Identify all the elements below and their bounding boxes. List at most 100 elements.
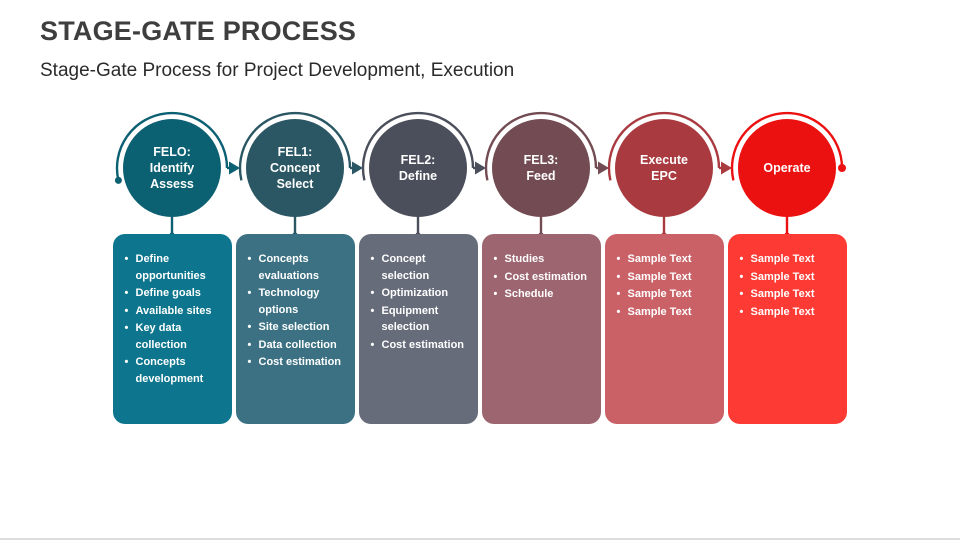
bullet-text: Sample Text xyxy=(627,288,692,300)
bullet-icon: • xyxy=(247,253,252,265)
arrow-right-icon xyxy=(229,161,240,175)
bullet-text: Sample Text xyxy=(627,253,692,265)
stage-2-box: • Concepts evaluations • Technology options… xyxy=(235,234,355,424)
bullet-icon: • xyxy=(247,356,252,368)
bullet-icon: • xyxy=(247,338,252,351)
bullet-list: • Sample Text • Sample Text • Sample Text • Sam… xyxy=(605,234,724,320)
bullet-text: Sample Text xyxy=(627,270,692,283)
bullet-icon: • xyxy=(124,304,129,317)
bullet-icon: • xyxy=(739,270,744,283)
bullet-item: • Technology options xyxy=(248,285,347,318)
slide-subtitle: Stage-Gate Process for Project Developme… xyxy=(40,60,515,81)
bullet-item: • Sample Text xyxy=(740,304,839,321)
bullet-icon: • xyxy=(370,287,375,299)
bullet-list: • Sample Text • Sample Text • Sample Text • Sam… xyxy=(728,234,847,320)
bullet-text: Concept selection xyxy=(381,253,430,282)
stage-circle xyxy=(492,119,590,217)
bullet-text: Equipment selection xyxy=(381,304,439,334)
bullet-item: • Concepts development xyxy=(125,354,224,387)
bullet-text: Schedule xyxy=(504,288,554,300)
bullet-icon: • xyxy=(739,253,744,265)
bullet-text: Cost estimation xyxy=(258,356,342,368)
bullet-list: • Studies • Cost estimation • Schedule xyxy=(482,234,601,303)
bullet-list: • Define opportunities • Define goals • Avail… xyxy=(113,234,232,387)
arrow-right-icon xyxy=(721,161,732,175)
stage-circle xyxy=(738,119,836,217)
arrow-right-icon xyxy=(598,161,609,175)
stage-3-box: • Concept selection • Optimization • Equipmen… xyxy=(358,234,478,424)
bullet-item: • Optimization xyxy=(371,285,470,302)
slide-bottom-edge xyxy=(0,538,960,540)
bullet-item: • Sample Text xyxy=(617,286,716,303)
bullet-item: • Schedule xyxy=(494,286,593,303)
bullet-icon: • xyxy=(370,338,375,351)
bullet-item: • Concept selection xyxy=(371,251,470,284)
bullet-text: Studies xyxy=(504,253,545,265)
bullet-text: Concepts evaluations xyxy=(258,253,320,282)
stage-arc xyxy=(730,111,844,181)
stage-arc xyxy=(115,111,229,181)
bullet-icon: • xyxy=(493,253,498,265)
bullet-item: • Concepts evaluations xyxy=(248,251,347,284)
bullet-text: Available sites xyxy=(135,304,212,317)
bullet-icon: • xyxy=(124,287,129,299)
stage-1-box: • Define opportunities • Define goals • Avail… xyxy=(112,234,232,424)
bullet-text: Sample Text xyxy=(750,270,815,283)
bullet-text: Technology options xyxy=(258,287,320,316)
bullet-text: Sample Text xyxy=(627,305,692,318)
arc-end-dot-icon xyxy=(838,164,846,172)
bullet-item: • Cost estimation xyxy=(248,354,347,371)
stage-arc xyxy=(361,111,475,181)
bullet-text: Cost estimation xyxy=(504,270,588,283)
bullet-icon: • xyxy=(247,287,252,299)
bullet-item: • Sample Text xyxy=(740,286,839,303)
bullet-text: Sample Text xyxy=(750,305,815,318)
stage-circle xyxy=(123,119,221,217)
stage-arc xyxy=(607,111,721,181)
bullet-item: • Available sites xyxy=(125,303,224,320)
bullet-text: Site selection xyxy=(258,321,330,333)
bullet-item: • Sample Text xyxy=(617,269,716,286)
arc-start-dot-icon xyxy=(114,176,122,184)
bullet-item: • Define opportunities xyxy=(125,251,224,284)
bullet-text: Optimization xyxy=(381,287,449,299)
slide-title: STAGE-GATE PROCESS xyxy=(40,16,357,46)
stage-5-box: • Sample Text • Sample Text • Sample Text • Sam… xyxy=(604,234,724,424)
bullet-icon: • xyxy=(616,288,621,300)
bullet-icon: • xyxy=(124,356,129,368)
bullet-item: • Equipment selection xyxy=(371,303,470,336)
stage-circle xyxy=(246,119,344,217)
bullet-text: Define goals xyxy=(135,287,201,299)
bullet-item: • Define goals xyxy=(125,285,224,302)
bullet-icon: • xyxy=(370,253,375,265)
bullet-item: • Studies xyxy=(494,251,593,268)
bullet-item: • Sample Text xyxy=(617,251,716,268)
bullet-text: Data collection xyxy=(258,338,337,351)
bullet-item: • Cost estimation xyxy=(371,337,470,354)
bullet-item: • Sample Text xyxy=(740,251,839,268)
bullet-list: • Concepts evaluations • Technology options… xyxy=(236,234,355,371)
stage-circle xyxy=(615,119,713,217)
bullet-text: Cost estimation xyxy=(381,338,465,351)
arrow-right-icon xyxy=(352,161,363,175)
stage-4-box: • Studies • Cost estimation • Schedule xyxy=(481,234,601,424)
stage-circle xyxy=(369,119,467,217)
bullet-item: • Key data collection xyxy=(125,320,224,353)
arrow-right-icon xyxy=(475,161,486,175)
bullet-icon: • xyxy=(124,253,129,265)
bullet-icon: • xyxy=(493,288,498,300)
bullet-text: Concepts development xyxy=(135,356,204,385)
bullet-text: Define opportunities xyxy=(135,253,206,282)
stage-arc xyxy=(238,111,352,181)
bullet-icon: • xyxy=(493,270,498,283)
bullet-icon: • xyxy=(616,253,621,265)
bullet-icon: • xyxy=(616,270,621,283)
bullet-item: • Sample Text xyxy=(740,269,839,286)
bullet-icon: • xyxy=(739,305,744,318)
bullet-list: • Concept selection • Optimization • Equipmen… xyxy=(359,234,478,353)
bullet-text: Key data collection xyxy=(135,322,187,351)
stage-6-box: • Sample Text • Sample Text • Sample Text • Sam… xyxy=(727,234,847,424)
bullet-text: Sample Text xyxy=(750,253,815,265)
bullet-icon: • xyxy=(616,305,621,318)
